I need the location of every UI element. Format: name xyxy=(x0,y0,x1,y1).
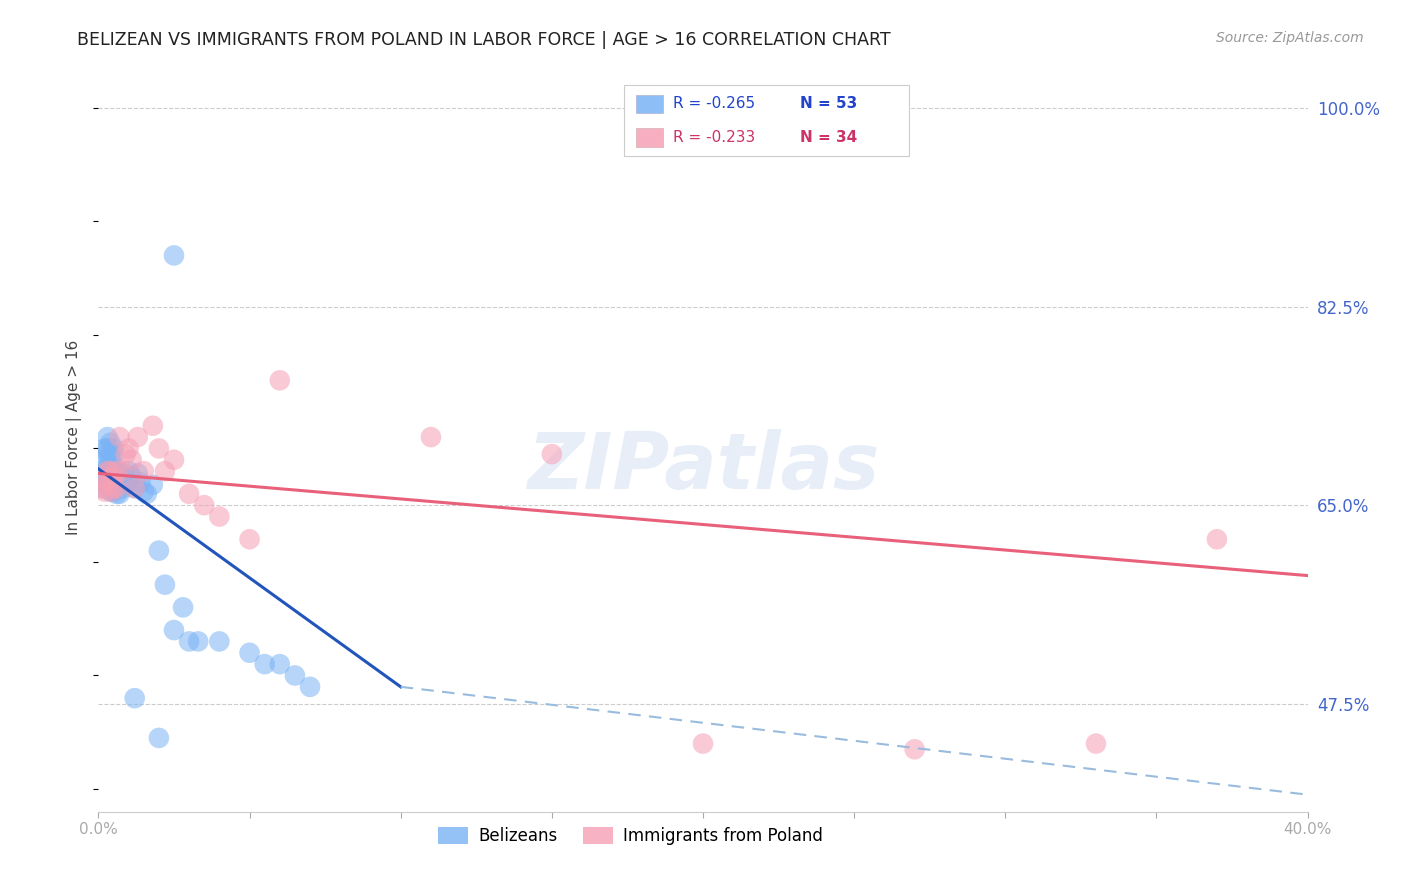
Point xyxy=(105,475,128,490)
Point xyxy=(90,481,112,495)
Point xyxy=(103,484,125,499)
Point xyxy=(100,450,122,465)
Point xyxy=(105,481,128,495)
Point xyxy=(103,447,125,461)
Point xyxy=(103,477,125,491)
Point xyxy=(111,481,134,495)
Point xyxy=(540,447,562,461)
Point xyxy=(129,475,152,490)
Point xyxy=(208,634,231,648)
Point xyxy=(148,543,170,558)
Point xyxy=(100,435,122,450)
Point xyxy=(100,484,122,499)
Point xyxy=(269,373,291,387)
Point xyxy=(148,442,170,456)
Point xyxy=(187,634,209,648)
Point xyxy=(153,577,176,591)
Point xyxy=(284,668,307,682)
Point xyxy=(96,464,118,478)
Point xyxy=(142,477,165,491)
Text: Source: ZipAtlas.com: Source: ZipAtlas.com xyxy=(1216,31,1364,45)
Point xyxy=(118,442,141,456)
Point xyxy=(121,452,143,467)
Point xyxy=(135,487,157,501)
Point xyxy=(132,464,155,478)
Point xyxy=(93,473,115,487)
Point xyxy=(904,742,927,756)
FancyBboxPatch shape xyxy=(624,85,908,156)
Point xyxy=(111,464,134,478)
Point xyxy=(179,634,201,648)
Point xyxy=(103,470,125,484)
Point xyxy=(239,533,262,547)
Point xyxy=(127,430,149,444)
Point xyxy=(96,470,118,484)
Point xyxy=(96,458,118,473)
Point xyxy=(111,467,134,481)
Text: R = -0.233: R = -0.233 xyxy=(672,130,755,145)
Point xyxy=(118,475,141,490)
Point xyxy=(100,464,122,478)
Point xyxy=(100,464,122,478)
Point xyxy=(132,484,155,499)
Point xyxy=(163,623,186,637)
Point xyxy=(1085,737,1108,751)
Point xyxy=(105,464,128,478)
Point xyxy=(163,452,186,467)
Point xyxy=(124,691,146,706)
Point xyxy=(269,657,291,672)
Point xyxy=(153,464,176,478)
Point xyxy=(121,470,143,484)
Point xyxy=(124,481,146,495)
Legend: Belizeans, Immigrants from Poland: Belizeans, Immigrants from Poland xyxy=(432,821,830,852)
Point xyxy=(105,464,128,478)
Point xyxy=(93,442,115,456)
Point xyxy=(103,458,125,473)
Point xyxy=(1206,533,1229,547)
Y-axis label: In Labor Force | Age > 16: In Labor Force | Age > 16 xyxy=(66,340,83,534)
Point xyxy=(193,498,215,512)
Point xyxy=(239,646,262,660)
Point xyxy=(108,430,131,444)
Point xyxy=(118,464,141,478)
Point xyxy=(93,452,115,467)
Text: N = 53: N = 53 xyxy=(800,96,858,112)
Point xyxy=(93,484,115,499)
Text: R = -0.265: R = -0.265 xyxy=(672,96,755,112)
Point xyxy=(692,737,714,751)
Point xyxy=(208,509,231,524)
Point xyxy=(93,477,115,491)
Point xyxy=(96,447,118,461)
Point xyxy=(93,464,115,478)
Point xyxy=(103,442,125,456)
Point xyxy=(253,657,276,672)
Point xyxy=(100,484,122,499)
Text: ZIPatlas: ZIPatlas xyxy=(527,429,879,505)
Point xyxy=(172,600,194,615)
Point xyxy=(103,470,125,484)
Point xyxy=(114,477,136,491)
Point xyxy=(96,430,118,444)
Text: N = 34: N = 34 xyxy=(800,130,858,145)
Point xyxy=(96,477,118,491)
Point xyxy=(103,481,125,495)
Point xyxy=(114,447,136,461)
Point xyxy=(90,481,112,495)
FancyBboxPatch shape xyxy=(637,95,664,113)
Point xyxy=(96,442,118,456)
Point xyxy=(124,481,146,495)
Text: BELIZEAN VS IMMIGRANTS FROM POLAND IN LABOR FORCE | AGE > 16 CORRELATION CHART: BELIZEAN VS IMMIGRANTS FROM POLAND IN LA… xyxy=(77,31,891,49)
Point xyxy=(127,467,149,481)
FancyBboxPatch shape xyxy=(637,128,664,147)
Point xyxy=(163,248,186,262)
Point xyxy=(179,487,201,501)
Point xyxy=(420,430,443,444)
Point xyxy=(108,473,131,487)
Point xyxy=(108,487,131,501)
Point xyxy=(105,487,128,501)
Point xyxy=(90,473,112,487)
Point xyxy=(148,731,170,745)
Point xyxy=(299,680,322,694)
Point xyxy=(142,418,165,433)
